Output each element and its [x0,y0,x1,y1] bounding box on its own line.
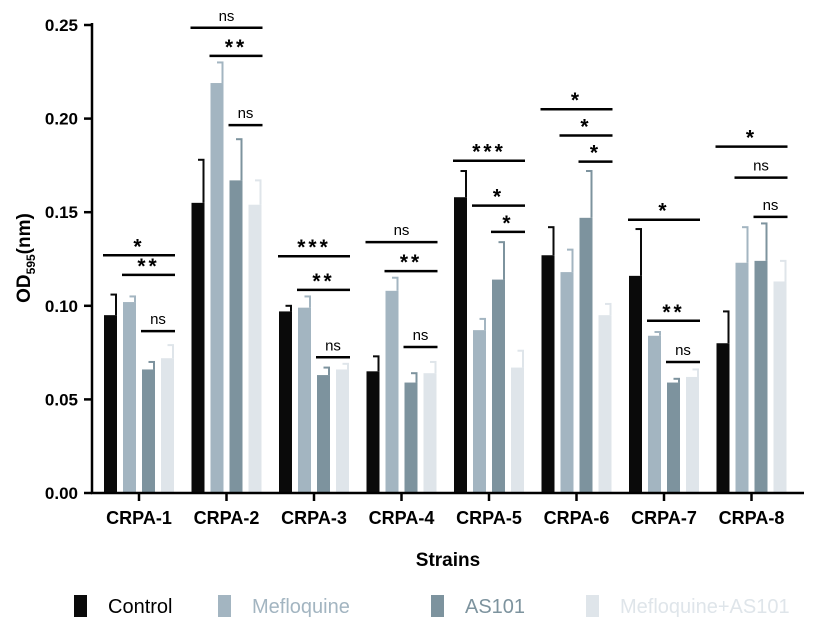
significance-label: ** [662,301,684,324]
significance-label: ns [219,8,235,25]
bar [579,217,593,494]
significance-label: * [658,200,669,223]
bar [541,255,555,493]
bar [191,202,205,493]
bar [667,382,680,493]
bar [629,275,642,493]
legend: Control Mefloquine AS101 Mefloquine+AS101 [74,595,790,618]
significance-label: ** [225,36,247,59]
y-tick-label: 0.15 [45,203,78,222]
significance-label: * [580,115,591,138]
bar [492,279,505,493]
bar [754,260,768,493]
significance-label: * [502,212,513,235]
significance-label: *** [297,236,331,259]
x-tick-label: CRPA-3 [281,508,347,528]
legend-item: Mefloquine [218,595,350,618]
significance-label: ns [753,158,769,175]
bar [473,330,486,493]
y-tick-label: 0.05 [45,390,78,409]
y-tick-label: 0.00 [45,484,78,503]
x-tick-label: CRPA-8 [719,508,785,528]
significance-label: ns [763,197,779,214]
bar [404,382,418,493]
bar [161,358,174,493]
bar [104,315,117,493]
significance-label: * [571,89,582,112]
significance-label: *** [472,141,506,164]
bar [648,335,661,493]
bar [210,83,224,494]
bar [229,180,243,493]
bar [511,367,524,493]
significance-label: ** [137,255,159,278]
significance-label: ns [325,337,341,354]
significance-label: ns [675,342,691,359]
legend-item: AS101 [431,595,525,618]
bar [454,197,467,493]
bar [142,369,155,493]
legend-label: Mefloquine+AS101 [620,596,790,618]
legend-item: Control [74,595,172,618]
legend-swatch [218,595,231,617]
x-tick-label: CRPA-7 [631,508,697,528]
bar [686,376,699,493]
bar [423,373,437,493]
legend-label: Mefloquine [252,596,350,618]
y-axis-title: OD595(nm) [14,213,38,303]
bar [598,315,612,493]
axes: Strains OD595(nm) 0.00 0.05 0.10 0.15 0.20 0.… [14,16,804,571]
x-tick-label: CRPA-2 [194,508,260,528]
bar [317,375,330,493]
bar [279,311,292,493]
significance-label: * [746,127,757,150]
x-axis-title: Strains [416,550,480,571]
x-tick-label: CRPA-1 [106,508,172,528]
significance-label: * [133,235,144,258]
legend-swatch [74,595,87,617]
y-tick-label: 0.25 [45,16,78,35]
bar [716,343,730,493]
significance-label: ns [394,222,410,239]
bar [366,371,380,493]
bar [336,369,349,493]
significance-label: ** [400,251,422,274]
legend-item: Mefloquine+AS101 [586,595,790,618]
bar [735,262,749,493]
significance-label: ** [312,270,334,293]
bar [560,272,574,493]
legend-swatch [431,595,444,617]
significance-label: ns [150,311,166,328]
significance-label: * [493,186,504,209]
y-tick-label: 0.20 [45,110,78,129]
x-tick-label: CRPA-5 [456,508,522,528]
significance-label: ns [238,105,254,122]
bar [248,204,262,493]
x-tick-label: CRPA-6 [544,508,610,528]
legend-label: AS101 [465,596,525,618]
bar [385,290,399,493]
legend-label: Control [108,596,172,618]
significance-label: * [590,142,601,165]
x-tick-label: CRPA-4 [369,508,435,528]
y-tick-label: 0.10 [45,297,78,316]
bar [298,307,311,493]
significance-label: ns [413,327,429,344]
legend-swatch [586,595,599,617]
bar [123,302,136,493]
plot-area: ***nsns**ns*****nsns**ns***********ns*ns… [103,8,788,494]
bar [773,281,787,493]
